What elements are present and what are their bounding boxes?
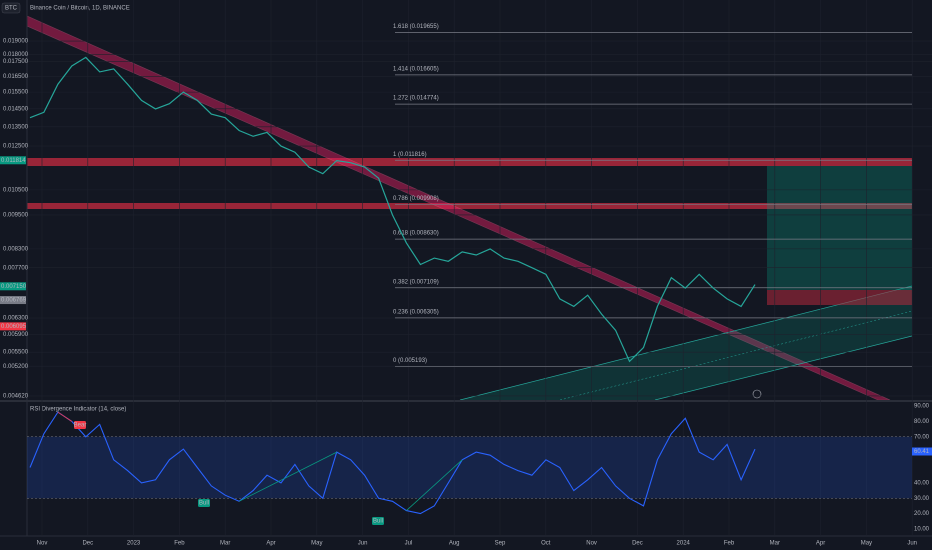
y-tick-label: 0.013500 <box>3 124 29 130</box>
x-tick-label: 2023 <box>127 541 141 547</box>
y-tick-label: 0.015500 <box>3 90 29 96</box>
x-tick-label: Apr <box>266 541 275 547</box>
fib-label: 0.236 (0.006305) <box>393 309 439 315</box>
symbol-badge[interactable] <box>1 2 21 14</box>
fib-label: 1.272 (0.014774) <box>393 96 439 102</box>
y-tick-label: 0.009500 <box>3 213 29 219</box>
price-label: 0.006095 <box>1 324 27 330</box>
divergence-tag <box>74 421 86 429</box>
event-icon <box>752 389 762 399</box>
symbol: BTC <box>5 6 18 12</box>
fib-label: 1 (0.011816) <box>393 152 427 158</box>
x-tick-label: Mar <box>770 541 780 547</box>
fib-label: 0 (0.005193) <box>393 358 427 364</box>
x-tick-label: Jun <box>358 541 368 547</box>
y-tick-label: 0.005900 <box>3 332 29 338</box>
price-line <box>29 56 756 363</box>
x-tick-label: Aug <box>449 541 460 547</box>
price-label: 0.006769 <box>1 298 27 304</box>
rsi-tick-label: 70.00 <box>914 434 930 440</box>
y-tick-label: 0.007700 <box>3 265 29 271</box>
rsi-title: RSI Divergence Indicator (14, close) <box>30 407 126 413</box>
rsi-tick-label: 10.00 <box>914 527 930 533</box>
rsi-tick-label: 90.00 <box>914 404 930 410</box>
rsi-line <box>29 411 756 515</box>
divergence-label: Bull <box>199 501 209 507</box>
x-tick-label: Jul <box>405 541 413 547</box>
channel-mid <box>559 310 913 401</box>
fib-label: 1.618 (0.019655) <box>393 24 439 30</box>
rsi-band <box>27 436 912 499</box>
divergence-label: Bear <box>74 423 87 429</box>
fib-label: 0.786 (0.009908) <box>393 196 439 202</box>
y-tick-label: 0.019000 <box>3 39 29 45</box>
divergence-line <box>406 459 463 511</box>
stop-zone <box>767 290 912 305</box>
resistance-zone <box>27 203 912 209</box>
x-tick-label: Sep <box>495 541 506 547</box>
y-tick-label: 0.017500 <box>3 59 29 65</box>
divergence-line <box>238 451 337 502</box>
fib-label: 1.414 (0.016605) <box>393 66 439 72</box>
rsi-current-label: 60.41 <box>914 449 930 455</box>
divergence-tag <box>372 517 384 525</box>
x-tick-label: Oct <box>541 541 551 547</box>
rsi-tick-label: 40.00 <box>914 480 930 486</box>
fib-label: 0.618 (0.008630) <box>393 231 439 237</box>
x-tick-label: 2024 <box>677 541 691 547</box>
y-tick-label: 0.008300 <box>3 246 29 252</box>
y-tick-label: 0.005200 <box>3 364 29 370</box>
channel-line <box>654 335 913 401</box>
x-tick-label: Jun <box>907 541 917 547</box>
y-tick-label: 0.010500 <box>3 187 29 193</box>
y-tick-label: 0.016500 <box>3 74 29 80</box>
x-tick-label: Feb <box>724 541 735 547</box>
x-tick-label: Dec <box>632 541 643 547</box>
x-tick-label: May <box>861 541 872 547</box>
x-tick-label: Nov <box>586 541 597 547</box>
price-label: 0.007150 <box>1 284 27 290</box>
fib-label: 0.382 (0.007109) <box>393 279 439 285</box>
resistance-zone <box>27 158 912 166</box>
rsi-current-bg <box>912 447 932 456</box>
divergence-label: Bull <box>373 519 383 525</box>
y-tick-label: 0.012500 <box>3 144 29 150</box>
y-tick-label: 0.004620 <box>3 393 29 399</box>
price-label-bg <box>0 296 26 305</box>
y-tick-label: 0.018000 <box>3 52 29 58</box>
divergence-line <box>57 411 73 422</box>
divergence-tag <box>198 499 210 507</box>
y-tick-label: 0.014500 <box>3 106 29 112</box>
y-tick-label: 0.005500 <box>3 350 29 356</box>
rsi-tick-label: 80.00 <box>914 419 930 425</box>
y-tick-label: 0.006300 <box>3 316 29 322</box>
price-label-bg <box>0 322 26 331</box>
target-zone <box>767 166 912 290</box>
rsi-tick-label: 30.00 <box>914 496 930 502</box>
chart-title: Binance Coin / Bitcoin, 1D, BINANCE <box>30 6 130 12</box>
x-tick-label: Nov <box>37 541 48 547</box>
x-tick-label: Dec <box>82 541 93 547</box>
x-tick-label: Mar <box>220 541 230 547</box>
x-tick-label: May <box>311 541 322 547</box>
rsi-tick-label: 20.00 <box>914 511 930 517</box>
price-label: 0.011814 <box>1 158 26 164</box>
x-tick-label: Apr <box>816 541 825 547</box>
price-label-bg <box>0 156 26 165</box>
price-label-bg <box>0 282 26 291</box>
x-tick-label: Feb <box>174 541 185 547</box>
